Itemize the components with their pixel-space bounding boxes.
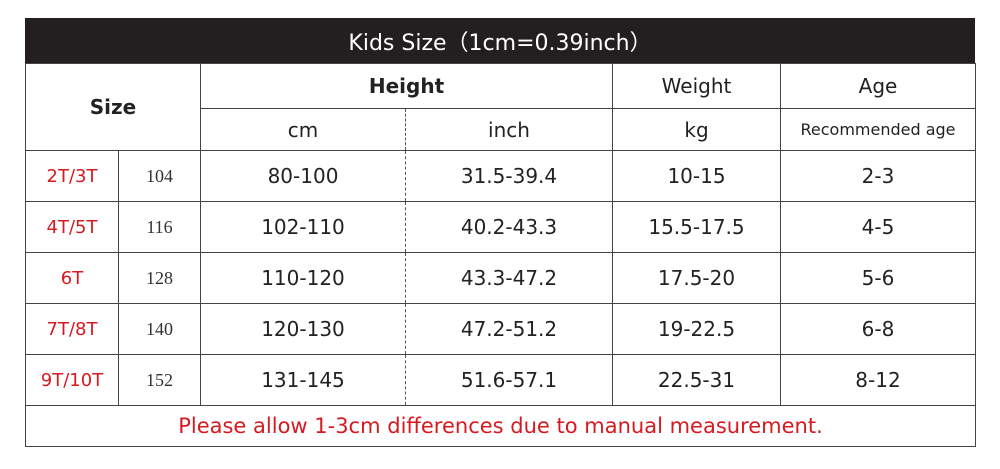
table-cell: 17.5-20	[612, 252, 781, 304]
table-cell: 10-15	[612, 150, 781, 202]
header-cell: kg	[612, 108, 781, 151]
table-cell: 7T/8T	[25, 303, 119, 355]
header-cell: Weight	[612, 63, 781, 109]
header-cell: Recommended age	[780, 108, 976, 151]
table-row: 6T 128 110-120 43.3-47.2 17.5-20 5-6	[25, 252, 976, 304]
table-cell: 19-22.5	[612, 303, 781, 355]
table-cell: 6-8	[780, 303, 976, 355]
table-cell: 47.2-51.2	[405, 303, 613, 355]
table-cell: 22.5-31	[612, 354, 781, 406]
table-cell: 116	[118, 201, 201, 253]
header-cell: cm	[200, 108, 406, 151]
table-row: 9T/10T 152 131-145 51.6-57.1 22.5-31 8-12	[25, 354, 976, 406]
table-row: 2T/3T 104 80-100 31.5-39.4 10-15 2-3	[25, 150, 976, 202]
table-cell: 152	[118, 354, 201, 406]
header-cell: inch	[405, 108, 613, 151]
table-cell: 8-12	[780, 354, 976, 406]
table-cell: 80-100	[200, 150, 406, 202]
table-cell: 5-6	[780, 252, 976, 304]
table-cell: 104	[118, 150, 201, 202]
table-cell: 6T	[25, 252, 119, 304]
table-row: 4T/5T 116 102-110 40.2-43.3 15.5-17.5 4-5	[25, 201, 976, 253]
table-cell: 43.3-47.2	[405, 252, 613, 304]
table-cell: 51.6-57.1	[405, 354, 613, 406]
table-cell: 140	[118, 303, 201, 355]
table-cell: 4T/5T	[25, 201, 119, 253]
size-chart: Kids Size（1cm=0.39inch） Size Height Weig…	[25, 18, 976, 447]
title: Kids Size（1cm=0.39inch）	[25, 18, 975, 63]
table-cell: 40.2-43.3	[405, 201, 613, 253]
table-cell: 31.5-39.4	[405, 150, 613, 202]
table-cell: 2-3	[780, 150, 976, 202]
table-cell: 9T/10T	[25, 354, 119, 406]
header-cell: Age	[780, 63, 976, 109]
size-table: Size Height Weight Age cm inch kg Recomm…	[25, 63, 976, 447]
table-cell: 131-145	[200, 354, 406, 406]
note: Please allow 1-3cm differences due to ma…	[25, 405, 976, 447]
note-row: Please allow 1-3cm differences due to ma…	[25, 405, 976, 447]
table-cell: 120-130	[200, 303, 406, 355]
header-cell: Size	[25, 63, 201, 151]
table-row: 7T/8T 140 120-130 47.2-51.2 19-22.5 6-8	[25, 303, 976, 355]
table-cell: 102-110	[200, 201, 406, 253]
table-cell: 2T/3T	[25, 150, 119, 202]
header-cell: Height	[200, 63, 613, 109]
table-cell: 4-5	[780, 201, 976, 253]
table-cell: 128	[118, 252, 201, 304]
table-cell: 15.5-17.5	[612, 201, 781, 253]
table-cell: 110-120	[200, 252, 406, 304]
